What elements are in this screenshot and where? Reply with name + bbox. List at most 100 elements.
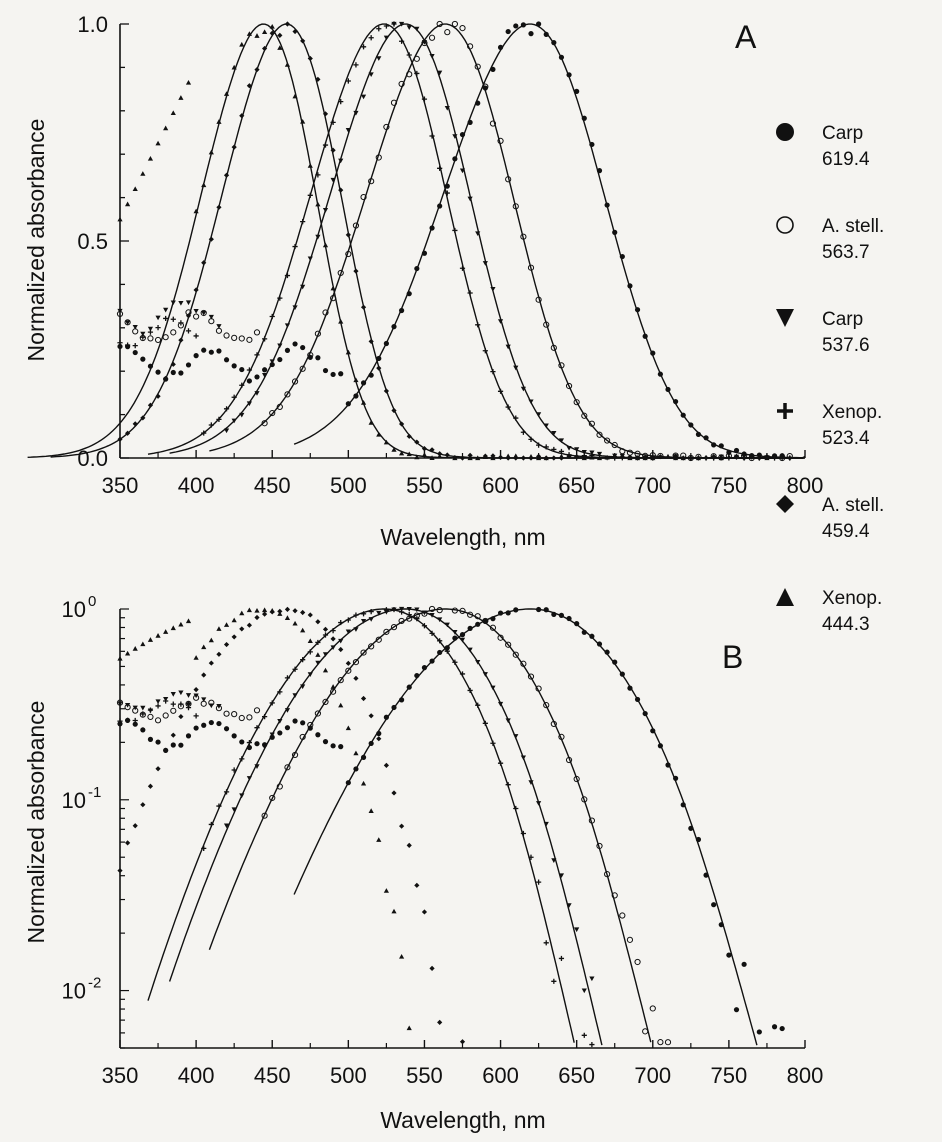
data-point	[391, 447, 397, 452]
data-point	[254, 764, 260, 769]
data-point	[216, 720, 222, 727]
data-point	[429, 133, 435, 139]
data-point	[208, 349, 214, 355]
data-point	[147, 155, 154, 161]
data-point	[360, 695, 367, 702]
data-point	[375, 154, 382, 161]
data-point	[353, 377, 359, 383]
data-point	[375, 636, 382, 643]
data-point	[718, 443, 724, 449]
data-point	[132, 823, 138, 829]
data-point	[490, 685, 496, 691]
data-point	[650, 455, 656, 461]
data-point	[428, 34, 436, 41]
data-point	[277, 611, 283, 616]
data-point	[467, 119, 473, 125]
data-point	[360, 649, 367, 656]
data-point	[284, 675, 291, 681]
data-point	[125, 840, 131, 846]
data-point	[262, 713, 268, 720]
data-point	[315, 639, 321, 646]
data-point	[185, 701, 192, 707]
data-point	[497, 388, 504, 394]
data-point	[178, 320, 184, 326]
data-point	[414, 672, 420, 679]
data-point	[132, 646, 138, 651]
data-point	[414, 454, 420, 460]
data-point	[353, 675, 359, 681]
x-tick-label: 700	[634, 473, 671, 498]
data-point	[117, 343, 123, 350]
data-points	[117, 21, 793, 461]
data-point	[277, 45, 283, 50]
data-point	[140, 356, 146, 362]
data-point	[338, 187, 344, 193]
data-point	[497, 610, 504, 616]
data-point	[322, 111, 329, 117]
data-point	[208, 314, 214, 320]
data-point	[452, 227, 458, 234]
data-point	[399, 606, 405, 612]
data-point	[147, 707, 154, 713]
data-point	[383, 628, 390, 635]
data-point	[566, 453, 572, 459]
data-point	[421, 909, 428, 915]
data-point	[201, 672, 207, 678]
data-point	[399, 609, 405, 615]
data-point	[482, 261, 488, 266]
data-point	[246, 31, 252, 36]
data-point	[444, 183, 450, 189]
data-point	[543, 940, 549, 946]
y-tick-exponent: -1	[88, 784, 101, 801]
data-point	[155, 766, 161, 772]
data-point	[475, 455, 481, 461]
data-point	[178, 713, 184, 720]
data-point	[444, 622, 450, 628]
data-point	[665, 453, 671, 459]
data-point	[475, 702, 481, 708]
data-point	[178, 742, 184, 748]
data-point	[406, 451, 412, 457]
data-point	[368, 72, 374, 77]
data-point	[125, 430, 131, 436]
data-point	[459, 265, 466, 271]
data-point	[527, 264, 535, 271]
data-point	[231, 144, 237, 150]
data-point	[193, 333, 199, 339]
data-point	[253, 707, 261, 714]
data-point	[315, 234, 321, 240]
data-point	[238, 335, 245, 342]
data-point	[300, 38, 306, 44]
data-point	[589, 976, 595, 982]
data-point	[399, 21, 405, 27]
data-point	[239, 41, 245, 47]
data-point	[642, 1028, 649, 1035]
data-point	[368, 35, 374, 41]
data-point	[368, 713, 374, 719]
data-point	[338, 158, 344, 164]
data-point	[505, 718, 511, 724]
data-point	[421, 452, 428, 457]
data-point	[589, 454, 595, 460]
data-points	[117, 606, 466, 1045]
data-point	[406, 52, 412, 58]
data-point	[437, 165, 443, 171]
data-point	[452, 455, 458, 461]
data-point	[451, 20, 458, 28]
data-point	[178, 337, 184, 343]
data-point	[490, 740, 496, 746]
data-point	[513, 23, 519, 29]
fit-curve	[293, 608, 758, 1046]
data-point	[193, 693, 199, 699]
data-point	[764, 455, 770, 461]
data-point	[125, 320, 131, 326]
data-point	[269, 607, 275, 613]
data-point	[558, 438, 565, 444]
data-point	[140, 171, 146, 176]
data-point	[300, 684, 306, 690]
data-point	[284, 21, 291, 27]
data-point	[482, 454, 488, 459]
y-tick-label: 0.5	[77, 229, 108, 254]
data-point	[588, 817, 595, 824]
data-point	[185, 79, 192, 85]
